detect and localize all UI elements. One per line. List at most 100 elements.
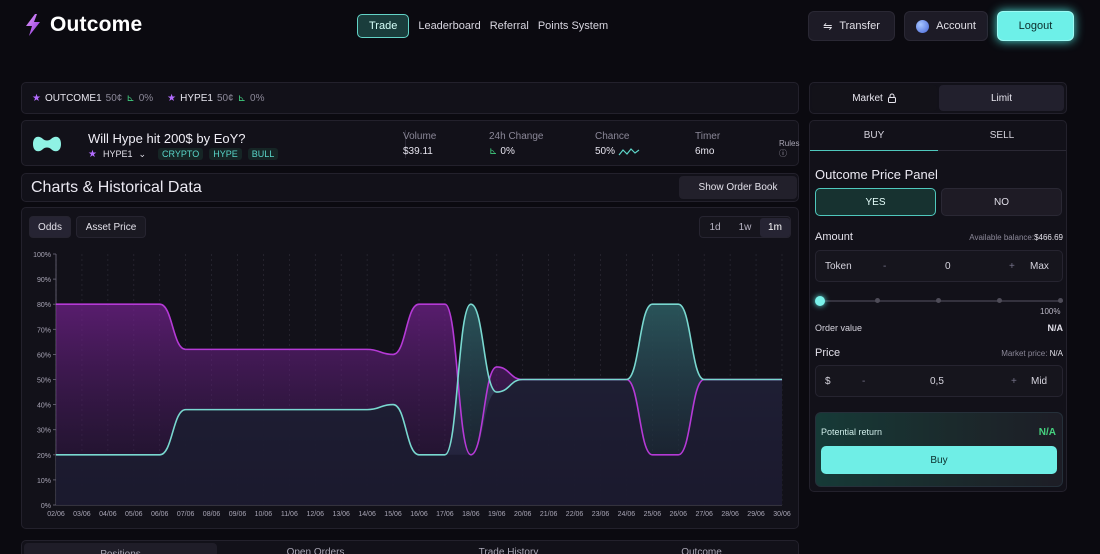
price-input[interactable]: 0,5 xyxy=(930,376,944,387)
range-1d[interactable]: 1d xyxy=(709,221,721,233)
tag-crypto[interactable]: CRYPTO xyxy=(158,148,204,160)
show-order-book-button[interactable]: Show Order Book xyxy=(679,176,797,199)
x-tick-label: 24/06 xyxy=(618,511,636,518)
transfer-icon: ⇋ xyxy=(823,20,833,33)
tag-hype[interactable]: HYPE xyxy=(209,148,242,160)
tab-trade-history[interactable]: Trade History xyxy=(478,547,539,554)
market-title: Will Hype hit 200$ by EoY? xyxy=(88,131,246,146)
ticker-item[interactable]: ★ HYPE1 50¢ ⊾ 0% xyxy=(167,93,264,104)
side-tabs: BUY SELL xyxy=(810,121,1066,151)
y-tick-label: 70% xyxy=(37,327,51,334)
tab-market-label: Market xyxy=(852,92,883,104)
ticker-item[interactable]: ★ OUTCOME1 50¢ ⊾ 0% xyxy=(32,93,153,104)
x-tick-label: 19/06 xyxy=(488,511,506,518)
tag-bull[interactable]: BULL xyxy=(247,148,279,160)
x-tick-label: 05/06 xyxy=(125,511,143,518)
potential-return-label: Potential return xyxy=(821,427,883,437)
max-button[interactable]: Max xyxy=(1030,261,1049,272)
ticker-change: 0% xyxy=(138,92,154,104)
price-field[interactable]: $ - 0,5 + Mid xyxy=(815,365,1063,397)
stat-value: 50% xyxy=(595,146,616,157)
stat-value-row: ⊾ 0% xyxy=(489,146,544,157)
mid-button[interactable]: Mid xyxy=(1031,376,1048,387)
stat-label: Timer xyxy=(695,131,721,142)
stat-label: 24h Change xyxy=(489,131,544,142)
lock-icon xyxy=(887,93,896,103)
chevron-down-icon[interactable]: ⌄ xyxy=(138,148,147,159)
slider-step xyxy=(875,298,880,303)
potential-return-box: Potential return N/A Buy xyxy=(815,412,1063,487)
nav-points-system[interactable]: Points System xyxy=(537,20,609,32)
range-1m[interactable]: 1m xyxy=(760,217,790,237)
tab-sell[interactable]: SELL xyxy=(938,121,1066,151)
trend-icon: ⊾ xyxy=(489,146,498,157)
y-tick-label: 60% xyxy=(37,352,51,359)
tab-positions[interactable]: Positions xyxy=(24,543,217,554)
ticker-change: 0% xyxy=(250,92,265,104)
tab-limit[interactable]: Limit xyxy=(939,85,1064,111)
x-tick-label: 17/06 xyxy=(436,511,454,518)
stat-timer: Timer 6mo xyxy=(695,131,720,157)
stat-chance: Chance 50% xyxy=(595,131,640,157)
amount-field[interactable]: Token - 0 + Max xyxy=(815,250,1063,282)
slider-handle[interactable] xyxy=(815,296,825,306)
logo[interactable]: Outcome xyxy=(24,13,142,37)
x-tick-label: 08/06 xyxy=(203,511,221,518)
x-tick-label: 11/06 xyxy=(281,511,298,518)
asset-price-tab[interactable]: Asset Price xyxy=(76,216,146,238)
minus-button[interactable]: - xyxy=(883,261,887,272)
y-tick-label: 30% xyxy=(37,428,51,435)
y-tick-label: 40% xyxy=(37,403,51,410)
x-tick-label: 12/06 xyxy=(307,511,325,518)
y-tick-label: 20% xyxy=(37,453,51,460)
account-button[interactable]: Account xyxy=(904,11,988,41)
charts-title: Charts & Historical Data xyxy=(31,179,202,196)
tab-outcome[interactable]: Outcome xyxy=(681,547,722,554)
no-button[interactable]: NO xyxy=(941,188,1062,216)
chart-panel: Odds Asset Price 1d 1w 1m 0% 10% 20% 30% 40%… xyxy=(21,207,799,529)
x-tick-label: 30/06 xyxy=(773,511,791,518)
amount-slider-track[interactable] xyxy=(819,300,1063,302)
ticker-bar: ★ OUTCOME1 50¢ ⊾ 0% ★ HYPE1 50¢ ⊾ 0% xyxy=(21,82,799,114)
tab-market[interactable]: Market xyxy=(812,85,937,111)
main-nav: Trade Leaderboard Referral Points System xyxy=(357,14,608,38)
slider-step xyxy=(997,298,1002,303)
star-icon: ★ xyxy=(32,92,41,104)
tab-buy[interactable]: BUY xyxy=(810,121,938,151)
stat-24h-change: 24h Change ⊾ 0% xyxy=(489,131,544,157)
ticker-symbol: HYPE1 xyxy=(180,92,213,104)
nav-trade[interactable]: Trade xyxy=(357,14,410,38)
panel-title: Outcome Price Panel xyxy=(815,167,938,182)
market-price-label: Market price: xyxy=(1001,349,1048,358)
price-plus-button[interactable]: + xyxy=(1011,376,1017,387)
plus-button[interactable]: + xyxy=(1009,261,1015,272)
amount-input[interactable]: 0 xyxy=(945,261,951,272)
x-tick-label: 23/06 xyxy=(592,511,610,518)
logout-button[interactable]: Logout xyxy=(997,11,1074,41)
avatar xyxy=(916,19,930,33)
y-tick-label: 90% xyxy=(37,277,51,284)
nav-leaderboard[interactable]: Leaderboard xyxy=(418,20,481,32)
yes-button[interactable]: YES xyxy=(815,188,936,216)
stat-value: $39.11 xyxy=(403,146,433,157)
buy-button[interactable]: Buy xyxy=(821,446,1057,474)
x-tick-label: 20/06 xyxy=(514,511,532,518)
order-type-tabs: Market Limit xyxy=(809,82,1067,114)
info-icon: ⓘ xyxy=(779,149,787,158)
x-tick-label: 07/06 xyxy=(177,511,195,518)
tab-open-orders[interactable]: Open Orders xyxy=(286,547,345,554)
ticker-price: 50¢ xyxy=(105,92,123,104)
market-symbol[interactable]: HYPE1 xyxy=(102,149,133,159)
top-bar: Outcome Trade Leaderboard Referral Point… xyxy=(0,0,1100,52)
order-value: N/A xyxy=(1047,323,1064,333)
transfer-button[interactable]: ⇋ Transfer xyxy=(808,11,895,41)
area-lower xyxy=(56,379,782,505)
price-label: Price xyxy=(815,347,841,359)
x-tick-label: 22/06 xyxy=(566,511,584,518)
range-1w[interactable]: 1w xyxy=(738,221,752,233)
nav-referral[interactable]: Referral xyxy=(489,20,529,32)
price-minus-button[interactable]: - xyxy=(862,376,866,387)
rules-link[interactable]: Rules ⓘ xyxy=(779,139,799,159)
odds-tab[interactable]: Odds xyxy=(29,216,71,238)
balance-label: Available balance: xyxy=(969,233,1035,242)
